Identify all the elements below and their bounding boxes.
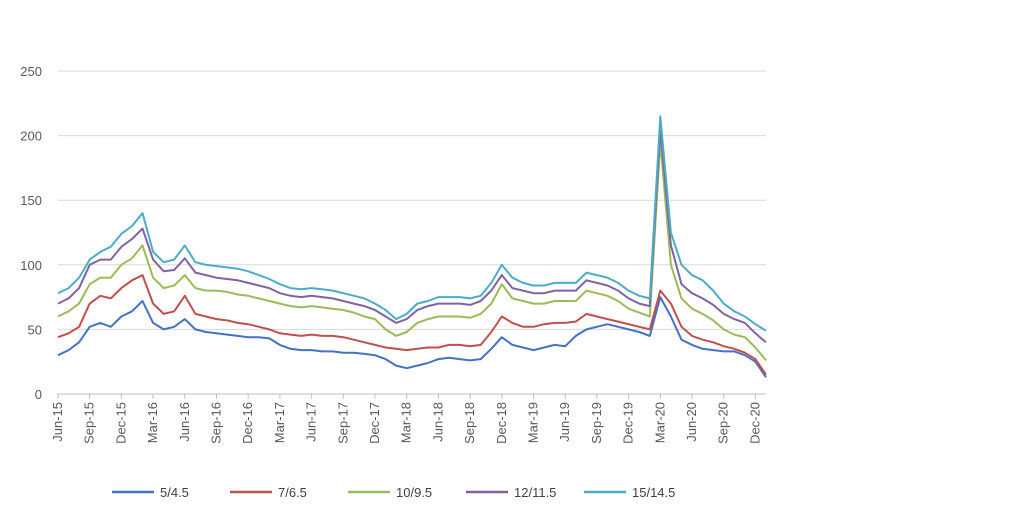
x-tick-label: Dec-20 (747, 402, 762, 444)
x-tick-label: Sep-18 (462, 402, 477, 444)
x-tick-label: Sep-20 (716, 402, 731, 444)
legend-label: 12/11.5 (514, 485, 556, 500)
legend-label: 15/14.5 (632, 485, 675, 500)
x-tick-label: Jun-17 (304, 402, 319, 442)
x-axis: Jun-15 Sep-15 Dec-15 Mar-16 Jun-16 Sep-16 Dec-… (50, 393, 766, 444)
x-tick-label: Dec-16 (240, 402, 255, 444)
x-tick-label: Jun-19 (557, 402, 572, 442)
x-tick-label: Sep-17 (335, 402, 350, 444)
x-tick-label: Sep-16 (209, 402, 224, 444)
x-tick-label: Mar-16 (145, 402, 160, 443)
series-line-15-14-5 (57, 115, 767, 332)
legend-label: 5/4.5 (160, 485, 189, 500)
legend-label: 7/6.5 (278, 485, 307, 500)
x-tick-label: Dec-17 (367, 402, 382, 444)
x-tick-label: Mar-18 (399, 402, 414, 443)
y-tick-label: 50 (28, 322, 42, 337)
x-tick-label: Dec-15 (113, 402, 128, 444)
y-tick-label: 200 (20, 129, 42, 144)
y-tick-label: 250 (20, 64, 42, 79)
y-tick-label: 150 (20, 193, 42, 208)
x-tick-label: Dec-18 (494, 402, 509, 444)
x-tick-label: Jun-16 (177, 402, 192, 442)
x-tick-label: Mar-17 (272, 402, 287, 443)
x-tick-label: Jun-15 (50, 402, 65, 442)
series-lines (57, 115, 767, 378)
series-line-12-11-5 (57, 128, 767, 344)
series-line-7-6-5 (57, 274, 767, 376)
y-tick-label: 100 (20, 258, 42, 273)
x-tick-label: Jun-20 (684, 402, 699, 442)
x-tick-label: Sep-19 (589, 402, 604, 444)
series-line-10-9-5 (57, 141, 767, 362)
x-tick-label: Mar-20 (652, 402, 667, 443)
y-axis: 0 50 100 150 200 250 (20, 64, 42, 402)
x-tick-label: Jun-18 (430, 402, 445, 442)
y-tick-label: 0 (35, 387, 42, 402)
x-tick-label: Dec-19 (621, 402, 636, 444)
series-line-5-4-5 (57, 296, 767, 378)
x-tick-label: Sep-15 (82, 402, 97, 444)
legend-label: 10/9.5 (396, 485, 432, 500)
legend: 5/4.5 7/6.5 10/9.5 12/11.5 15/14.5 (112, 485, 675, 500)
x-tick-label: Mar-19 (526, 402, 541, 443)
